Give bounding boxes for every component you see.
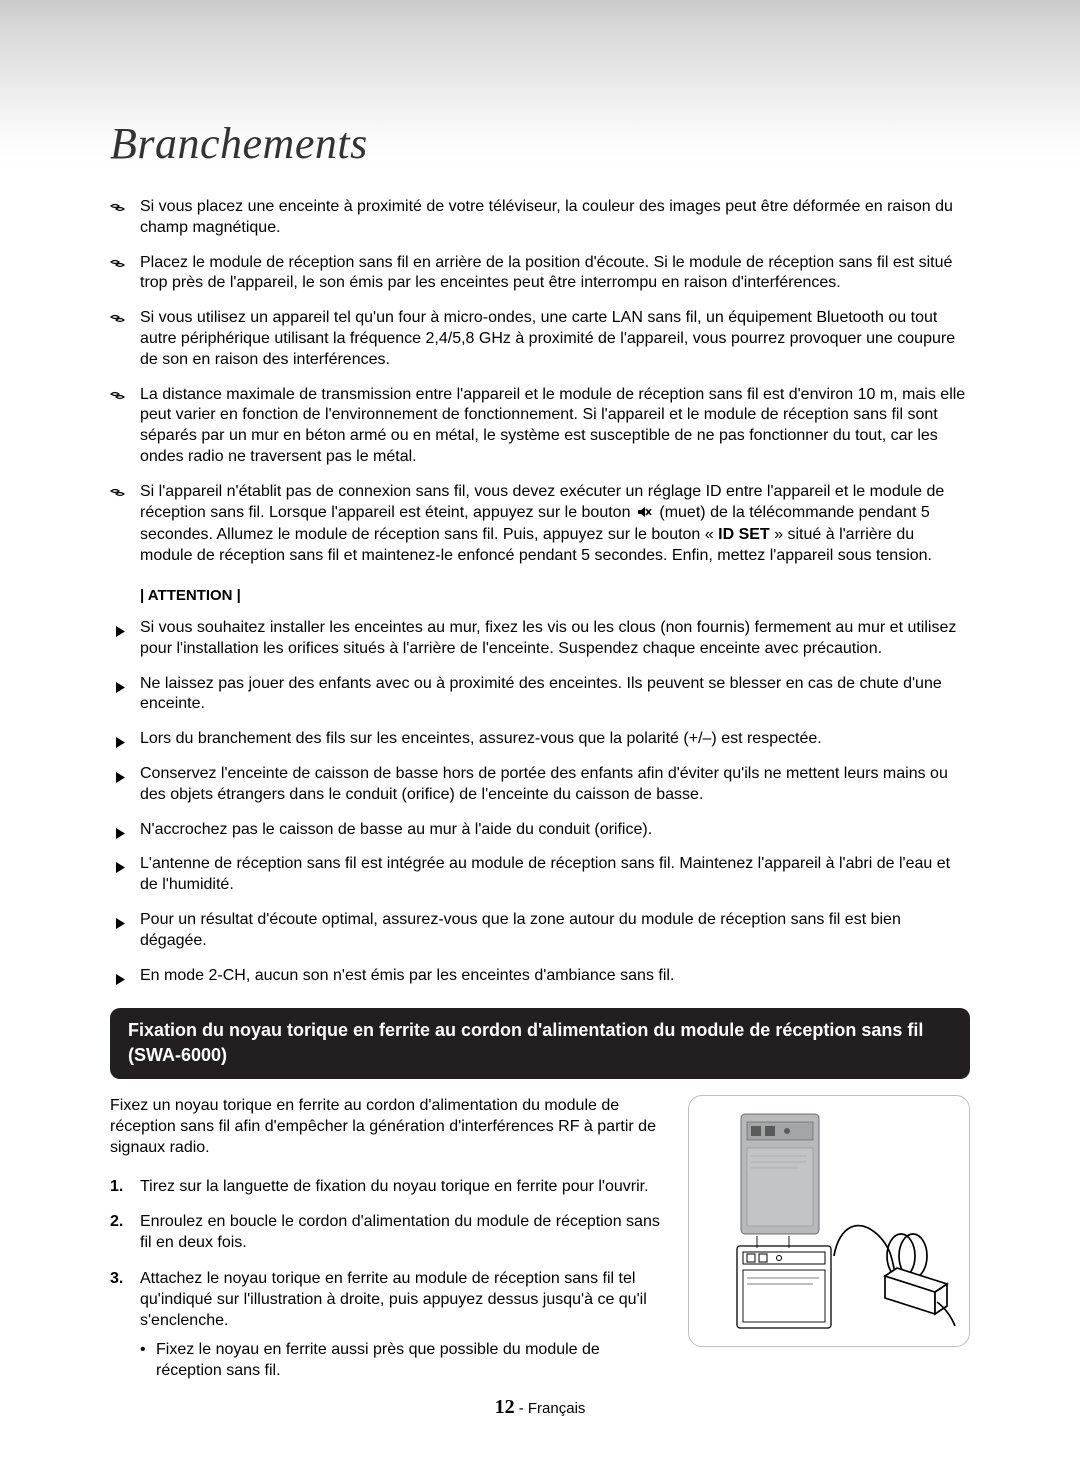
device-closeup-icon	[737, 1246, 831, 1328]
attention-item: L'antenne de réception sans fil est inté…	[110, 854, 970, 896]
note-icon	[110, 201, 128, 222]
attention-text: Lors du branchement des fils sur les enc…	[140, 730, 822, 747]
notes-list: Si vous placez une enceinte à proximité …	[110, 197, 970, 567]
triangle-right-icon	[116, 825, 125, 846]
idset-mute-label: (muet)	[659, 504, 705, 521]
step-item: Enroulez en boucle le cordon d'alimentat…	[110, 1211, 666, 1253]
mute-icon	[637, 505, 653, 526]
page-number: 12	[495, 1396, 515, 1418]
sub-step-text: Fixez le noyau en ferrite aussi près que…	[156, 1341, 600, 1379]
triangle-right-icon	[116, 769, 125, 790]
step-item: Tirez sur la languette de fixation du no…	[110, 1176, 666, 1197]
step-text: Attachez le noyau torique en ferrite au …	[140, 1270, 647, 1329]
step-text: Enroulez en boucle le cordon d'alimentat…	[140, 1213, 660, 1251]
note-item: La distance maximale de transmission ent…	[110, 385, 970, 468]
attention-item: Conservez l'enceinte de caisson de basse…	[110, 764, 970, 806]
step-text: Tirez sur la languette de fixation du no…	[140, 1178, 649, 1195]
device-back-icon	[741, 1114, 819, 1234]
page-content: Si vous placez une enceinte à proximité …	[110, 197, 970, 1395]
sub-step-list: Fixez le noyau en ferrite aussi près que…	[140, 1339, 666, 1381]
attention-text: N'accrochez pas le caisson de basse au m…	[140, 821, 652, 838]
triangle-right-icon	[116, 915, 125, 936]
section-heading-bar: Fixation du noyau torique en ferrite au …	[110, 1008, 970, 1079]
note-item: Si vous placez une enceinte à proximité …	[110, 197, 970, 239]
triangle-right-icon	[116, 734, 125, 755]
attention-text: Ne laissez pas jouer des enfants avec ou…	[140, 675, 942, 713]
document-page: Branchements Si vous placez une enceinte…	[0, 0, 1080, 1479]
ferrite-illustration	[688, 1095, 970, 1347]
sub-step-item: Fixez le noyau en ferrite aussi près que…	[140, 1339, 666, 1381]
illustration-svg	[689, 1096, 969, 1346]
attention-text: En mode 2-CH, aucun son n'est émis par l…	[140, 967, 674, 984]
footer-lang: - Français	[515, 1400, 586, 1417]
attention-item: Pour un résultat d'écoute optimal, assur…	[110, 910, 970, 952]
page-title: Branchements	[110, 0, 970, 169]
attention-text: Conservez l'enceinte de caisson de basse…	[140, 765, 948, 803]
triangle-right-icon	[116, 859, 125, 880]
note-icon	[110, 486, 128, 507]
ferrite-section: Fixez un noyau torique en ferrite au cor…	[110, 1095, 970, 1395]
step-item: Attachez le noyau torique en ferrite au …	[110, 1268, 666, 1382]
note-icon	[110, 312, 128, 333]
note-text: La distance maximale de transmission ent…	[140, 386, 965, 465]
note-text: Placez le module de réception sans fil e…	[140, 254, 952, 292]
attention-list: Si vous souhaitez installer les enceinte…	[110, 618, 970, 986]
note-icon	[110, 257, 128, 278]
ferrite-text-column: Fixez un noyau torique en ferrite au cor…	[110, 1095, 666, 1395]
attention-item: Ne laissez pas jouer des enfants avec ou…	[110, 674, 970, 716]
note-text: Si vous placez une enceinte à proximité …	[140, 198, 953, 236]
note-icon	[110, 389, 128, 410]
steps-list: Tirez sur la languette de fixation du no…	[110, 1176, 666, 1381]
triangle-right-icon	[116, 679, 125, 700]
note-item-idset: Si l'appareil n'établit pas de connexion…	[110, 482, 970, 567]
attention-text: Si vous souhaitez installer les enceinte…	[140, 619, 956, 657]
note-item: Si vous utilisez un appareil tel qu'un f…	[110, 308, 970, 370]
ferrite-core-icon	[834, 1226, 955, 1326]
attention-label: | ATTENTION |	[140, 587, 970, 604]
triangle-right-icon	[116, 971, 125, 992]
attention-item: Si vous souhaitez installer les enceinte…	[110, 618, 970, 660]
page-footer: 12 - Français	[0, 1396, 1080, 1419]
note-item: Placez le module de réception sans fil e…	[110, 253, 970, 295]
attention-item: En mode 2-CH, aucun son n'est émis par l…	[110, 966, 970, 987]
note-text: Si vous utilisez un appareil tel qu'un f…	[140, 309, 955, 368]
ferrite-intro: Fixez un noyau torique en ferrite au cor…	[110, 1095, 666, 1158]
attention-item: N'accrochez pas le caisson de basse au m…	[110, 820, 970, 841]
attention-text: Pour un résultat d'écoute optimal, assur…	[140, 911, 901, 949]
idset-bold: ID SET	[718, 526, 770, 543]
triangle-right-icon	[116, 623, 125, 644]
attention-text: L'antenne de réception sans fil est inté…	[140, 855, 950, 893]
attention-item: Lors du branchement des fils sur les enc…	[110, 729, 970, 750]
